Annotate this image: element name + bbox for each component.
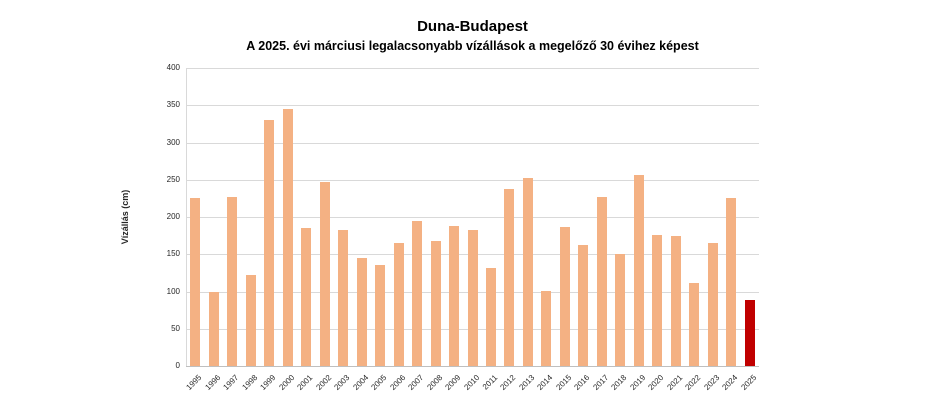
bar-2020	[652, 234, 663, 366]
bar-2019	[633, 174, 644, 366]
bar-2021	[670, 236, 681, 366]
bar-1995	[190, 198, 201, 366]
plot-border	[186, 68, 187, 366]
bar-2002	[319, 181, 330, 366]
bar-2012	[504, 189, 515, 366]
y-tick-label: 150	[166, 249, 180, 259]
gridline	[186, 105, 759, 107]
y-tick-label: 200	[166, 212, 180, 221]
y-tick-label: 350	[166, 100, 180, 110]
bar-2023	[707, 243, 718, 366]
y-tick-label: 400	[166, 63, 180, 72]
gridline	[186, 68, 759, 69]
y-tick-label: 100	[166, 286, 180, 296]
y-tick-label: 50	[171, 323, 180, 333]
x-axis-line	[186, 366, 759, 367]
bar-2006	[393, 243, 404, 366]
bar-1998	[245, 275, 256, 366]
bar-2011	[485, 267, 496, 366]
chart-subtitle: A 2025. évi márciusi legalacsonyabb vízá…	[246, 39, 699, 53]
gridline	[186, 179, 759, 181]
bar-2022	[689, 282, 700, 366]
y-tick-label: 0	[175, 361, 180, 370]
bar-2017	[596, 196, 607, 366]
bar-2018	[615, 254, 626, 366]
bar-1996	[208, 291, 219, 366]
bar-2014	[541, 290, 552, 366]
bar-2001	[301, 228, 312, 366]
bar-1999	[264, 120, 275, 366]
bar-2000	[282, 108, 293, 366]
gridline	[186, 217, 759, 218]
bar-2007	[412, 220, 423, 366]
bar-2004	[356, 257, 367, 366]
chart-title: Duna-Budapest	[417, 18, 528, 35]
gridline	[186, 142, 759, 144]
bar-2010	[467, 229, 478, 366]
bar-2013	[522, 178, 533, 366]
y-tick-label: 250	[166, 174, 180, 184]
bar-2009	[449, 225, 460, 366]
bar-2016	[578, 245, 589, 366]
bar-2008	[430, 240, 441, 366]
y-tick-label: 300	[166, 137, 180, 147]
bar-1997	[227, 196, 238, 366]
bar-2015	[559, 226, 570, 366]
bar-2025	[744, 300, 755, 366]
bar-2005	[375, 265, 386, 366]
bar-2024	[726, 197, 737, 366]
bar-2003	[338, 229, 349, 366]
